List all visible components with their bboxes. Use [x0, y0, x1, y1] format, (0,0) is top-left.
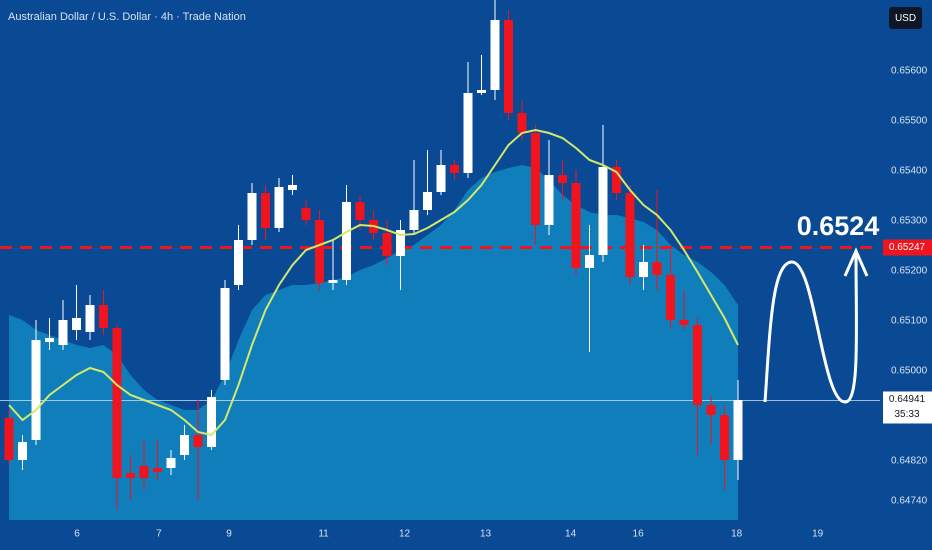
candle-body	[422, 192, 432, 210]
band-area	[9, 165, 738, 520]
candle-body	[166, 458, 176, 468]
projection-arrowhead	[843, 247, 869, 277]
candle-body	[530, 133, 540, 225]
candle-body	[193, 435, 203, 447]
candle-body	[247, 193, 257, 240]
chart-title: Australian Dollar / U.S. Dollar · 4h · T…	[8, 11, 246, 23]
candle-body	[301, 208, 311, 220]
y-tick-label: 0.64740	[891, 496, 928, 507]
candle-body	[126, 473, 136, 478]
candle-body	[207, 397, 217, 447]
candle-body	[652, 262, 662, 275]
candle-body	[476, 90, 486, 93]
candle-body	[18, 442, 28, 460]
currency[interactable]: USD	[895, 13, 916, 24]
candle-body	[638, 262, 648, 277]
candle-body	[611, 167, 621, 193]
plot-area	[0, 0, 880, 520]
candle-body	[274, 187, 284, 228]
candle-body	[571, 183, 581, 268]
annotation: 0.6524	[797, 211, 880, 241]
y-tick-label: 0.64820	[891, 456, 928, 467]
y-tick-label: 0.65000	[891, 366, 928, 377]
last-price-label: 0.64941	[889, 394, 926, 405]
candle-body	[503, 20, 513, 113]
currency-box[interactable]	[889, 7, 922, 29]
x-tick-label: 12	[399, 529, 411, 540]
candle-body	[180, 435, 190, 455]
y-tick-label: 0.65300	[891, 216, 928, 227]
candle-body	[288, 185, 298, 190]
candle-body	[692, 325, 702, 405]
x-tick-label: 9	[226, 529, 232, 540]
countdown: 35:33	[894, 409, 919, 420]
candle-body	[31, 340, 41, 440]
candle-body	[557, 175, 567, 183]
x-tick-label: 18	[731, 529, 743, 540]
y-tick-label: 0.65400	[891, 166, 928, 177]
x-tick-label: 14	[565, 529, 577, 540]
projection-curve	[763, 254, 858, 404]
x-tick-label: 11	[318, 529, 329, 540]
x-tick-label: 13	[480, 529, 492, 540]
candle-body	[490, 20, 500, 90]
candle-body	[72, 318, 82, 330]
y-tick-label: 0.65500	[891, 116, 928, 127]
moving-average	[8, 128, 739, 437]
candle-body	[436, 165, 446, 192]
candle-body	[382, 233, 392, 256]
candle-body	[584, 255, 594, 268]
x-tick-label: 7	[156, 529, 162, 540]
candle-body	[449, 165, 459, 173]
candle-body	[463, 93, 473, 173]
candle-body	[112, 328, 122, 478]
candle-body	[85, 305, 95, 332]
candle-body	[395, 230, 405, 256]
candle-body	[733, 400, 743, 460]
x-tick-label: 16	[633, 529, 645, 540]
candle-body	[342, 202, 352, 280]
candle-body	[139, 466, 149, 478]
last-price-tag	[883, 391, 932, 424]
candle-body	[153, 468, 163, 472]
y-tick-label: 0.65100	[891, 316, 928, 327]
y-tick-label: 0.65200	[891, 266, 928, 277]
candle-body	[719, 415, 729, 460]
candle-body	[58, 320, 68, 345]
candle-body	[328, 280, 338, 283]
candle-body	[409, 210, 419, 230]
y-tick-label: 0.65600	[891, 66, 928, 77]
x-tick-label: 19	[812, 529, 824, 540]
x-tick-label: 6	[74, 529, 80, 540]
target-tag	[883, 239, 932, 256]
candle-body	[355, 202, 365, 220]
candle-body	[261, 193, 271, 228]
candle-body	[4, 418, 14, 460]
candle-body	[665, 275, 675, 320]
candle-body	[598, 167, 608, 255]
candle-body	[45, 338, 55, 342]
target-price-label: 0.65247	[889, 242, 926, 253]
candle-body	[234, 240, 244, 285]
candle-body	[517, 113, 527, 133]
candle-body	[220, 288, 230, 380]
candle-body	[544, 175, 554, 225]
candle-body	[706, 405, 716, 415]
candle-body	[99, 305, 109, 328]
candle-body	[679, 320, 689, 325]
candle-body	[315, 220, 325, 283]
candle-body	[625, 193, 635, 277]
